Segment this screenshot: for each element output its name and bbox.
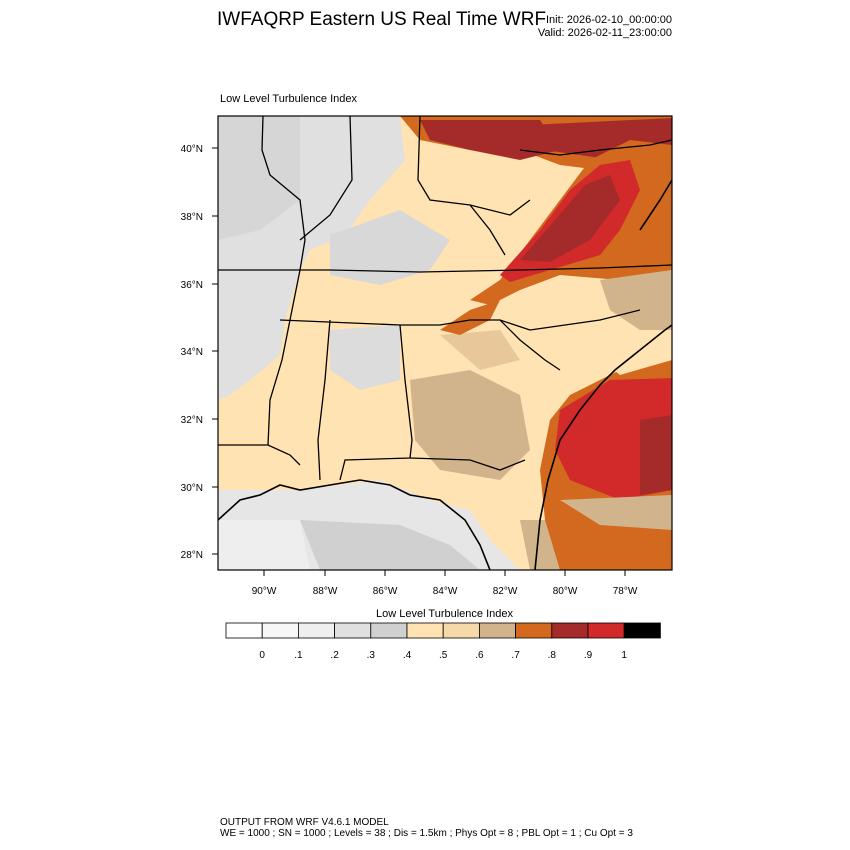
colorbar-box [515, 622, 553, 639]
lat-label-36: 36°N [181, 280, 203, 291]
lat-axis: 40°N 38°N 36°N 34°N 32°N 30°N 28°N [181, 144, 218, 561]
lat-label-34: 34°N [181, 347, 203, 358]
lat-label-40: 40°N [181, 144, 203, 155]
main-title: IWFAQRP Eastern US Real Time WRF [217, 9, 547, 30]
coastline [218, 179, 672, 570]
panel-title: Low Level Turbulence Index [220, 93, 357, 105]
colorbar-tick-label: 0 [259, 650, 265, 661]
state-boundaries [218, 116, 672, 481]
footer-config-line: WE = 1000 ; SN = 1000 ; Levels = 38 ; Di… [220, 828, 633, 839]
colorbar-box [406, 622, 444, 639]
colorbar-box [225, 622, 263, 639]
colorbar-box [261, 622, 299, 639]
colorbar-tick-label: .4 [403, 650, 412, 661]
colorbar-tick-labels: 0 .1 .2 .3 .4 .5 .6 .7 .8 .9 1 [259, 650, 627, 661]
init-time: Init: 2026-02-10_00:00:00 [546, 14, 672, 26]
colorbar-tick-label: .5 [439, 650, 448, 661]
colorbar-tick-label: .3 [367, 650, 376, 661]
colorbar-tick-label: .9 [584, 650, 593, 661]
colorbar-title: Low Level Turbulence Index [376, 608, 513, 620]
lat-label-30: 30°N [181, 483, 203, 494]
colorbar-tick-label: .6 [475, 650, 484, 661]
lat-label-38: 38°N [181, 212, 203, 223]
colorbar-box [334, 622, 372, 639]
lon-label-86: 86°W [373, 586, 398, 597]
colorbar [225, 622, 661, 639]
colorbar-tick-label: .2 [330, 650, 339, 661]
colorbar-box [551, 622, 589, 639]
colorbar-box [370, 622, 408, 639]
lon-label-88: 88°W [313, 586, 338, 597]
lat-label-32: 32°N [181, 415, 203, 426]
colorbar-box [478, 622, 516, 639]
turbulence-field [218, 116, 672, 570]
colorbar-tick-label: .7 [511, 650, 520, 661]
lat-label-28: 28°N [181, 550, 203, 561]
lon-axis: 90°W 88°W 86°W 84°W 82°W 80°W 78°W [252, 570, 638, 597]
lon-label-84: 84°W [433, 586, 458, 597]
lon-label-90: 90°W [252, 586, 277, 597]
valid-time: Valid: 2026-02-11_23:00:00 [537, 27, 672, 39]
colorbar-tick-label: .1 [294, 650, 303, 661]
colorbar-box [587, 622, 625, 639]
colorbar-tick-label: 1 [621, 650, 627, 661]
colorbar-box [442, 622, 480, 639]
colorbar-box [623, 622, 661, 639]
colorbar-tick-label: .8 [548, 650, 557, 661]
lon-label-78: 78°W [613, 586, 638, 597]
lon-label-80: 80°W [553, 586, 578, 597]
lon-label-82: 82°W [493, 586, 518, 597]
colorbar-box [297, 622, 335, 639]
footer-model-line: OUTPUT FROM WRF V4.6.1 MODEL [220, 817, 389, 828]
